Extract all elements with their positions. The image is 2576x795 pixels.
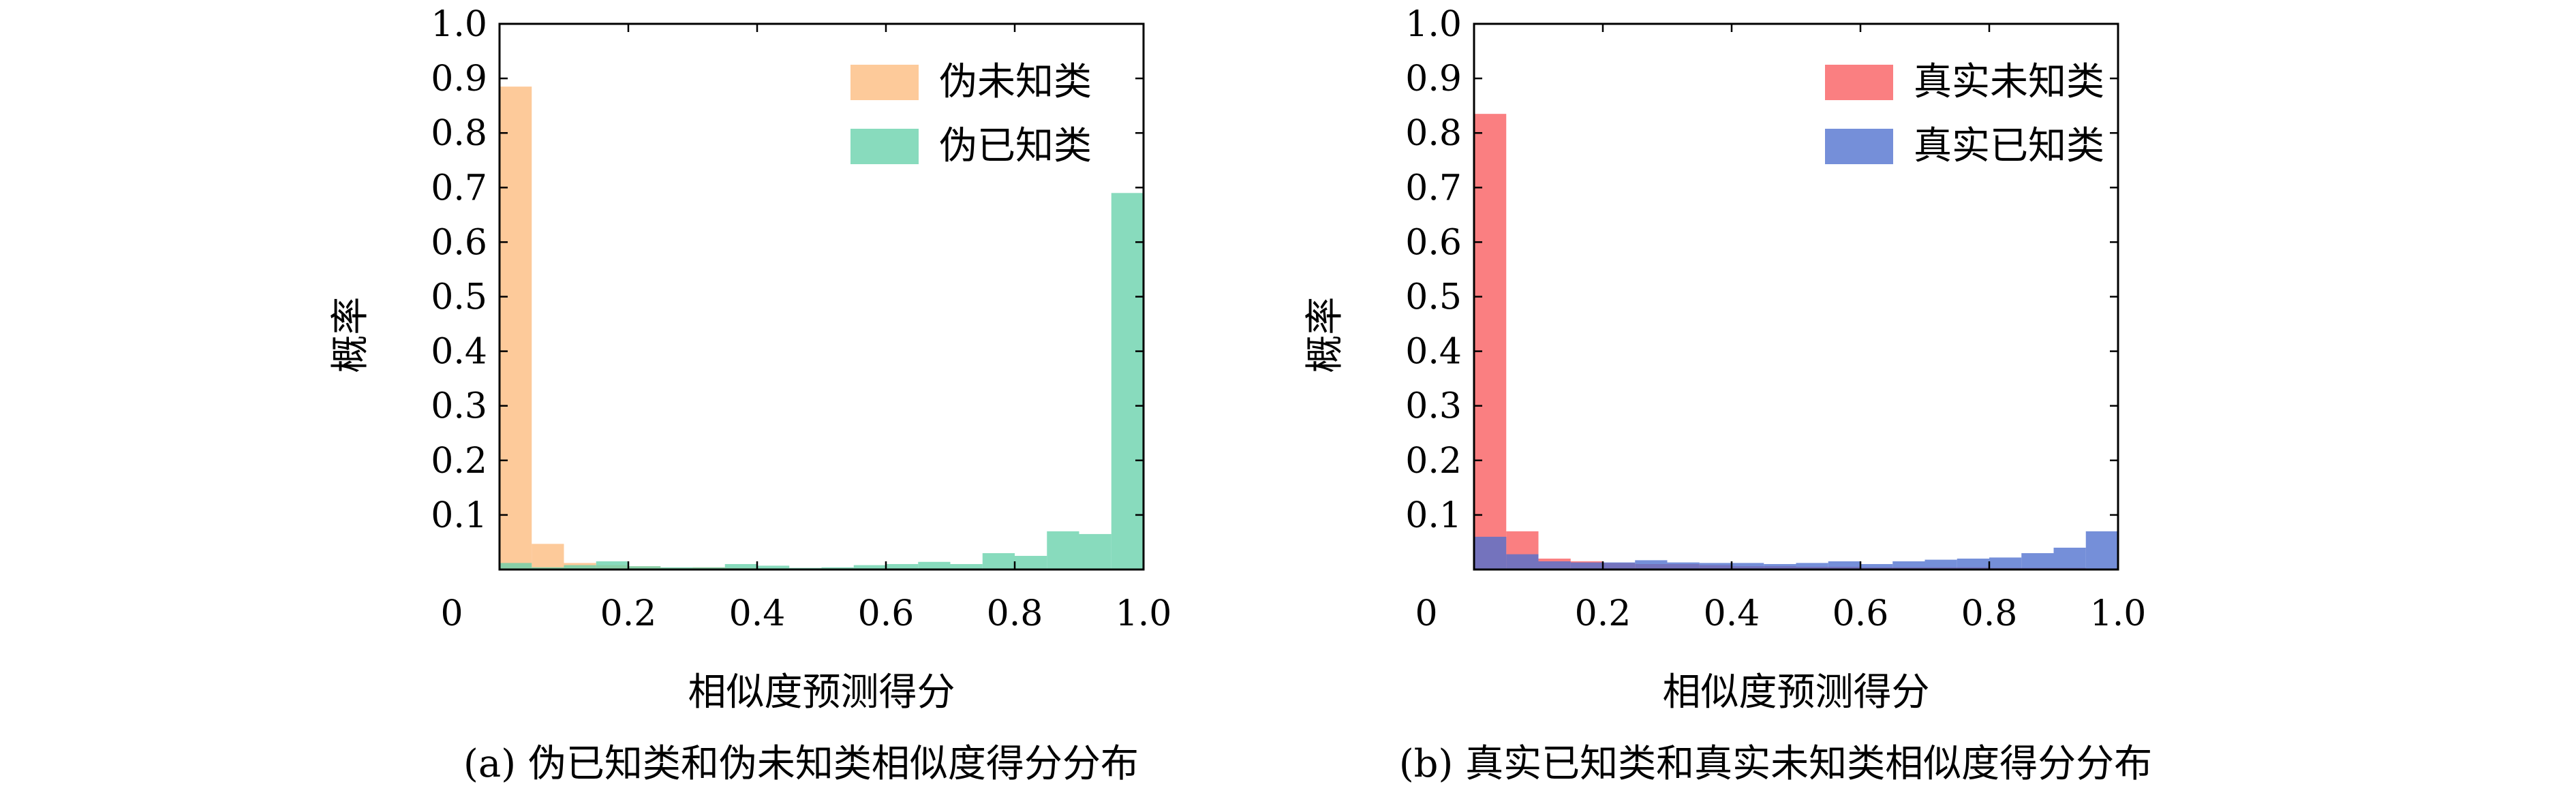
panel-b-bar bbox=[1699, 563, 1732, 570]
panel-b-bar bbox=[1796, 563, 1828, 570]
panel-a-ytick-label: 0.3 bbox=[431, 386, 487, 427]
panel-a-ylabel: 概率 bbox=[328, 297, 373, 373]
panel-a-bar bbox=[757, 565, 790, 570]
panel-a-ytick-label: 0.9 bbox=[431, 59, 487, 99]
panel-b-bar bbox=[1570, 562, 1603, 570]
panel-a-xtick-label: 1.0 bbox=[1116, 593, 1172, 634]
panel-a-bar bbox=[500, 87, 532, 570]
panel-a-legend-label: 伪未知类 bbox=[939, 60, 1092, 104]
panel-b-bar bbox=[2085, 531, 2118, 570]
panel-b-ytick-label: 0.2 bbox=[1405, 441, 1462, 482]
panel-b-xtick-label: 0.8 bbox=[1961, 593, 2018, 634]
panel-b-bar bbox=[1892, 561, 1925, 570]
panel-a-xtick-label: 0.2 bbox=[600, 593, 657, 634]
panel-a-bar bbox=[853, 565, 886, 570]
panel-a-xtick-label: 0.4 bbox=[729, 593, 786, 634]
panel-b-ytick-label: 0.6 bbox=[1405, 222, 1462, 263]
panel-b-bar bbox=[1474, 536, 1507, 570]
panel-b-plot: 0.1 0.2 0.3 0.4 0.5 0.6 0.7 0.8 0.9 1.0 0 0.2 0.4 0.6… bbox=[1405, 4, 2146, 634]
panel-a-ytick-label: 0.4 bbox=[431, 332, 487, 373]
panel-b-bar bbox=[1764, 563, 1796, 570]
panel-a-bar bbox=[821, 567, 854, 570]
panel-b-ytick-label: 0.3 bbox=[1405, 386, 1462, 427]
panel-b-legend-label: 真实已知类 bbox=[1914, 124, 2104, 168]
panel-a-xtick-label: 0.6 bbox=[858, 593, 915, 634]
panel-b-ytick-label: 0.5 bbox=[1405, 277, 1462, 318]
panel-b-xlabel: 相似度预测得分 bbox=[1663, 670, 1930, 715]
panel-b-caption: (b) 真实已知类和真实未知类相似度得分分布 bbox=[1399, 742, 2152, 786]
panel-a-bar bbox=[982, 552, 1015, 570]
panel-a-bar bbox=[1047, 531, 1079, 570]
panel-b-bar bbox=[1957, 558, 1989, 570]
panel-a-bar bbox=[532, 544, 564, 570]
panel-a-ytick-label: 0.6 bbox=[431, 222, 487, 263]
panel-a-caption: (a) 伪已知类和伪未知类相似度得分分布 bbox=[463, 742, 1139, 786]
panel-a-plot: 0.1 0.2 0.3 0.4 0.5 0.6 0.7 0.8 0.9 1.0 0 0.2 0.4 0.6… bbox=[431, 4, 1171, 634]
panel-b-ytick-label: 0.9 bbox=[1405, 59, 1462, 99]
panel-b-ytick-label: 0.7 bbox=[1405, 168, 1462, 208]
panel-a-legend-swatch bbox=[850, 129, 919, 164]
panel-a-bar bbox=[1111, 193, 1144, 570]
panel-a-bar bbox=[918, 561, 951, 570]
panel-b-legend-swatch bbox=[1825, 65, 1893, 100]
panel-b-bar bbox=[1925, 559, 1957, 570]
panel-b-bar bbox=[1989, 557, 2022, 570]
panel-a-ytick-label: 0.7 bbox=[431, 168, 487, 208]
panel-b-ytick-label: 0.4 bbox=[1405, 332, 1462, 373]
panel-a-bar bbox=[564, 565, 596, 570]
panel-a-bar bbox=[724, 563, 757, 570]
panel-a-xtick-label: 0 bbox=[440, 593, 463, 634]
panel-a: 0.1 0.2 0.3 0.4 0.5 0.6 0.7 0.8 0.9 1.0 0 0.2 0.4 0.6… bbox=[328, 4, 1171, 786]
panel-b-bar bbox=[1635, 560, 1668, 570]
panel-a-bar bbox=[500, 563, 532, 570]
panel-b-bar bbox=[1538, 561, 1571, 570]
panel-b-bar bbox=[1860, 563, 1893, 570]
panel-b-bar bbox=[1732, 563, 1764, 570]
panel-a-bar bbox=[886, 563, 919, 570]
panel-a-bar bbox=[950, 563, 983, 570]
panel-b-ytick-label: 0.1 bbox=[1405, 495, 1462, 536]
panel-a-ytick-label: 0.2 bbox=[431, 441, 487, 482]
panel-a-bar bbox=[628, 566, 661, 570]
panel-a-legend-label: 伪已知类 bbox=[939, 124, 1092, 168]
panel-b-bar bbox=[1474, 114, 1507, 570]
panel-a-bar bbox=[1015, 555, 1047, 570]
panel-b-xtick-label: 1.0 bbox=[2090, 593, 2147, 634]
panel-a-plot-area bbox=[500, 24, 1144, 570]
panel-a-bar bbox=[692, 567, 725, 570]
panel-b-xtick-label: 0.4 bbox=[1704, 593, 1760, 634]
panel-a-ytick-label: 0.1 bbox=[431, 495, 487, 536]
panel-b-bar bbox=[1603, 562, 1636, 570]
panel-a-xtick-label: 0.8 bbox=[987, 593, 1043, 634]
panel-a-bar bbox=[660, 567, 693, 570]
panel-a-ytick-label: 0.8 bbox=[431, 113, 487, 154]
panel-b-ytick-label: 1.0 bbox=[1405, 4, 1462, 45]
panel-a-legend-swatch bbox=[850, 65, 919, 100]
panel-b-xtick-label: 0 bbox=[1415, 593, 1437, 634]
panel-a-ytick-label: 0.5 bbox=[431, 277, 487, 318]
panel-a-bar bbox=[1079, 533, 1111, 570]
panel-b: 0.1 0.2 0.3 0.4 0.5 0.6 0.7 0.8 0.9 1.0 0 0.2 0.4 0.6… bbox=[1303, 4, 2152, 786]
panel-a-xlabel: 相似度预测得分 bbox=[688, 670, 955, 715]
panel-a-ytick-label: 1.0 bbox=[431, 4, 487, 45]
panel-a-bar bbox=[596, 561, 628, 570]
panel-b-ytick-label: 0.8 bbox=[1405, 113, 1462, 154]
panel-b-bar bbox=[2021, 552, 2054, 570]
panel-b-bar bbox=[1506, 554, 1539, 570]
panel-b-bar bbox=[1667, 562, 1700, 570]
panel-a-bar bbox=[532, 567, 564, 570]
panel-b-xtick-label: 0.2 bbox=[1575, 593, 1631, 634]
panel-b-xtick-label: 0.6 bbox=[1833, 593, 1889, 634]
panel-b-bar bbox=[1828, 561, 1860, 570]
panel-b-legend-swatch bbox=[1825, 129, 1893, 164]
panel-b-plot-area bbox=[1474, 24, 2118, 570]
panel-b-ylabel: 概率 bbox=[1303, 297, 1347, 373]
panel-b-legend-label: 真实未知类 bbox=[1914, 60, 2104, 104]
panel-b-bar bbox=[2053, 547, 2086, 570]
